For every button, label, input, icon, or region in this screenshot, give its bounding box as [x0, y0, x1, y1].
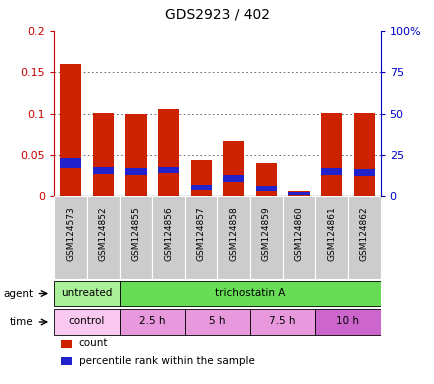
Bar	[223, 141, 244, 197]
FancyBboxPatch shape	[184, 309, 250, 335]
FancyBboxPatch shape	[152, 197, 184, 279]
Bar	[353, 113, 374, 197]
Bar	[92, 113, 114, 197]
Bar	[320, 168, 342, 175]
Text: GSM124856: GSM124856	[164, 206, 173, 261]
FancyBboxPatch shape	[250, 197, 282, 279]
Bar	[223, 175, 244, 182]
Text: time: time	[10, 317, 33, 327]
Text: GSM124859: GSM124859	[261, 206, 270, 261]
Bar	[125, 114, 146, 197]
FancyBboxPatch shape	[54, 309, 119, 335]
FancyBboxPatch shape	[87, 197, 119, 279]
FancyBboxPatch shape	[119, 197, 152, 279]
Bar	[288, 192, 309, 195]
Bar	[353, 169, 374, 176]
Text: control: control	[69, 316, 105, 326]
Text: 5 h: 5 h	[209, 316, 225, 326]
Bar	[255, 163, 276, 197]
Text: GSM124855: GSM124855	[131, 206, 140, 261]
Text: GSM124573: GSM124573	[66, 206, 75, 261]
Text: GSM124862: GSM124862	[359, 206, 368, 261]
FancyBboxPatch shape	[119, 309, 184, 335]
Bar	[255, 185, 276, 190]
Bar	[190, 160, 211, 197]
FancyBboxPatch shape	[250, 309, 315, 335]
FancyBboxPatch shape	[315, 309, 380, 335]
Text: GSM124861: GSM124861	[326, 206, 335, 261]
Bar	[158, 109, 179, 197]
Text: GSM124858: GSM124858	[229, 206, 238, 261]
Text: 7.5 h: 7.5 h	[269, 316, 295, 326]
Text: percentile rank within the sample: percentile rank within the sample	[79, 356, 254, 366]
FancyBboxPatch shape	[217, 197, 250, 279]
Text: untreated: untreated	[61, 288, 112, 298]
Text: trichostatin A: trichostatin A	[214, 288, 285, 298]
Bar	[125, 168, 146, 175]
FancyBboxPatch shape	[119, 281, 380, 306]
FancyBboxPatch shape	[184, 197, 217, 279]
FancyBboxPatch shape	[315, 197, 347, 279]
Text: GDS2923 / 402: GDS2923 / 402	[164, 7, 270, 21]
Bar	[190, 185, 211, 190]
Text: GSM124857: GSM124857	[196, 206, 205, 261]
Bar	[158, 167, 179, 173]
Text: count: count	[79, 338, 108, 349]
FancyBboxPatch shape	[347, 197, 380, 279]
Bar	[320, 113, 342, 197]
Bar	[61, 340, 72, 348]
Bar	[60, 158, 81, 168]
Text: agent: agent	[3, 288, 33, 298]
Bar	[92, 167, 114, 174]
FancyBboxPatch shape	[54, 197, 87, 279]
Bar	[288, 190, 309, 197]
Bar	[60, 64, 81, 197]
Text: GSM124860: GSM124860	[294, 206, 303, 261]
FancyBboxPatch shape	[54, 281, 119, 306]
Text: 10 h: 10 h	[336, 316, 358, 326]
Bar	[61, 357, 72, 365]
Text: 2.5 h: 2.5 h	[139, 316, 165, 326]
Text: GSM124852: GSM124852	[99, 206, 108, 261]
FancyBboxPatch shape	[282, 197, 315, 279]
